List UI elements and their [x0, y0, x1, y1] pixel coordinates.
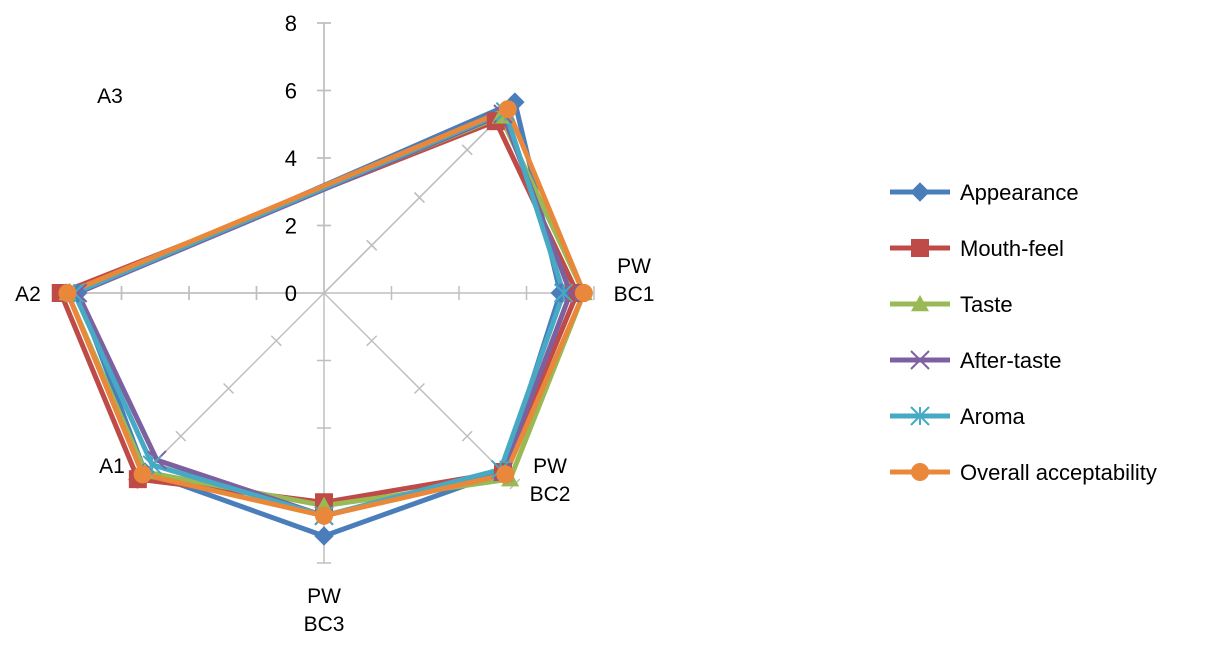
data-point-overall-acceptability: [496, 465, 515, 484]
category-label-line: A3: [97, 85, 123, 108]
axis-tick: [175, 430, 187, 442]
category-label: PW BC2: [530, 455, 571, 506]
legend-label: Mouth-feel: [960, 236, 1064, 261]
legend-item: Appearance: [890, 180, 1079, 205]
legend-item: Taste: [890, 292, 1013, 317]
label-layer: 0 2 4 6 8 PW BC1 PW BC2 PW BC3 A1 A2 A3: [15, 11, 654, 636]
category-label-line: A2: [15, 283, 41, 306]
axis-tick: [413, 382, 425, 394]
legend-label: Taste: [960, 292, 1013, 317]
category-label: PW BC3: [304, 585, 345, 636]
series-line-aroma: [71, 109, 567, 519]
legend-item: After-taste: [890, 348, 1061, 373]
legend-marker: [911, 239, 929, 257]
data-point-overall-acceptability: [133, 465, 152, 484]
category-label: A2: [15, 283, 41, 306]
legend-label: Appearance: [960, 180, 1079, 205]
category-label-line: A1: [99, 455, 125, 478]
axis-tick: [366, 335, 378, 347]
axis-tick-label: 8: [285, 11, 297, 36]
data-point-overall-acceptability: [574, 284, 593, 302]
category-label-line: PW: [307, 585, 341, 608]
category-label-line: BC2: [530, 483, 571, 506]
axis-tick-label: 4: [285, 146, 297, 171]
category-label: A3: [97, 85, 123, 108]
legend-marker: [910, 350, 930, 370]
axis-tick-label: 2: [285, 214, 297, 239]
legend-item: Aroma: [890, 404, 1026, 429]
legend-item: Overall acceptability: [890, 460, 1157, 485]
series-layer: [51, 92, 593, 546]
axis-tick: [270, 335, 282, 347]
category-label: PW BC1: [614, 255, 655, 306]
axis-tick-label: 0: [285, 281, 297, 306]
category-label: A1: [99, 455, 125, 478]
legend-label: After-taste: [960, 348, 1061, 373]
data-point-overall-acceptability: [498, 100, 517, 119]
data-point-aroma: [553, 283, 574, 303]
category-label-line: PW: [617, 255, 651, 278]
axis-tick: [366, 239, 378, 251]
category-label-line: BC1: [614, 283, 655, 306]
data-point-overall-acceptability: [58, 284, 77, 302]
axis-tick: [413, 192, 425, 204]
axes-layer: [53, 22, 595, 564]
category-label-line: PW: [533, 455, 567, 478]
legend-label: Overall acceptability: [960, 460, 1157, 485]
data-point-appearance: [314, 526, 334, 546]
axis-tick-label: 6: [285, 79, 297, 104]
legend-label: Aroma: [960, 404, 1026, 429]
legend-marker: [911, 295, 929, 312]
axis-tick: [461, 430, 473, 442]
series-line-mouth-feel: [58, 118, 580, 505]
legend-marker: [910, 182, 930, 202]
data-point-stroke: [910, 350, 930, 370]
axis-tick: [461, 144, 473, 156]
legend-marker: [911, 463, 929, 481]
legend-item: Mouth-feel: [890, 236, 1064, 261]
axis-tick: [223, 382, 235, 394]
category-label-line: BC3: [304, 613, 345, 636]
legend-marker: [910, 406, 930, 426]
legend: Appearance Mouth-feel Taste After-taste Arom…: [890, 180, 1157, 485]
data-point-overall-acceptability: [315, 506, 333, 525]
